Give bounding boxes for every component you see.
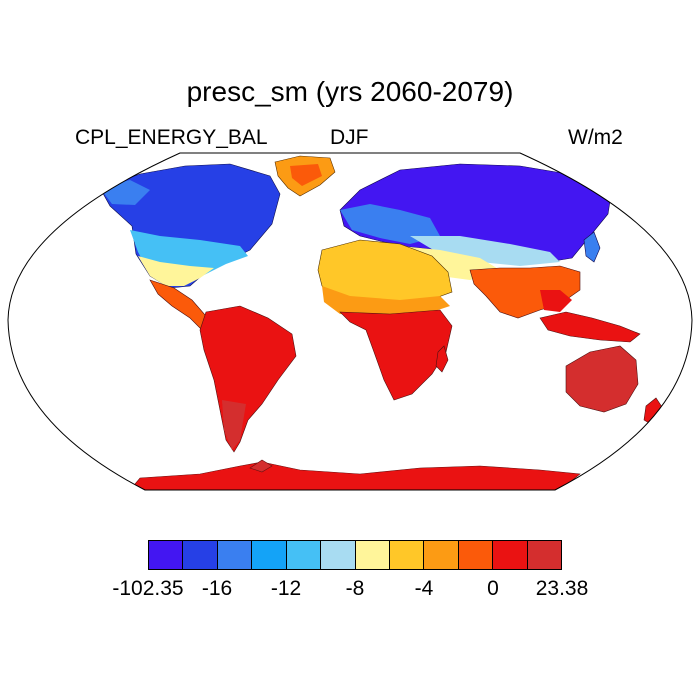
colorbar-swatch (493, 541, 528, 569)
colorbar (148, 540, 562, 570)
colorbar-tick-label: -12 (270, 577, 302, 600)
colorbar-swatch (321, 541, 356, 569)
land-fields (99, 155, 665, 490)
south-asia-land (469, 265, 581, 319)
new-zealand-land (643, 397, 665, 427)
center-subtitle: DJF (330, 126, 369, 149)
southern-africa-land (339, 309, 453, 401)
indochina-band (540, 290, 572, 312)
us-south-band (138, 256, 214, 286)
colorbar-swatch (458, 541, 494, 569)
europe-band (340, 204, 440, 244)
colorbar-swatch (389, 541, 425, 569)
colorbar-swatch (355, 541, 390, 569)
colorbar-swatch (252, 541, 287, 569)
colorbar-tick-label: -8 (345, 577, 365, 600)
south-america-land (199, 305, 297, 453)
patagonia-band (222, 400, 246, 450)
colorbar-swatch (527, 541, 562, 569)
colorbar-swatch (286, 541, 322, 569)
colorbar-swatch (149, 541, 184, 569)
japan-land (583, 231, 601, 263)
greenland-core (290, 164, 322, 186)
globe-outline (7, 152, 693, 491)
antarctica-region (129, 461, 581, 490)
plot-title: presc_sm (yrs 2060-2079) (186, 76, 514, 107)
indonesia-land (539, 311, 641, 343)
colorbar-swatch (183, 541, 218, 569)
colorbar-tick-label: 0 (487, 577, 499, 600)
colorbar-tick-label: -16 (201, 577, 233, 600)
colorbar-swatch (424, 541, 459, 569)
madagascar-land (435, 345, 449, 373)
colorbar-tick-label: 23.38 (535, 577, 589, 600)
australia-land (565, 345, 639, 413)
colorbar-tick-label: -102.35 (112, 577, 184, 600)
units-label: W/m2 (568, 126, 623, 149)
colorbar-tick-label: -4 (414, 577, 434, 600)
left-subtitle: CPL_ENERGY_BAL (75, 126, 268, 149)
antarctic-peninsula (249, 459, 273, 473)
sahel-band (322, 286, 450, 318)
colorbar-swatch (217, 541, 253, 569)
central-asia-band (410, 236, 560, 266)
